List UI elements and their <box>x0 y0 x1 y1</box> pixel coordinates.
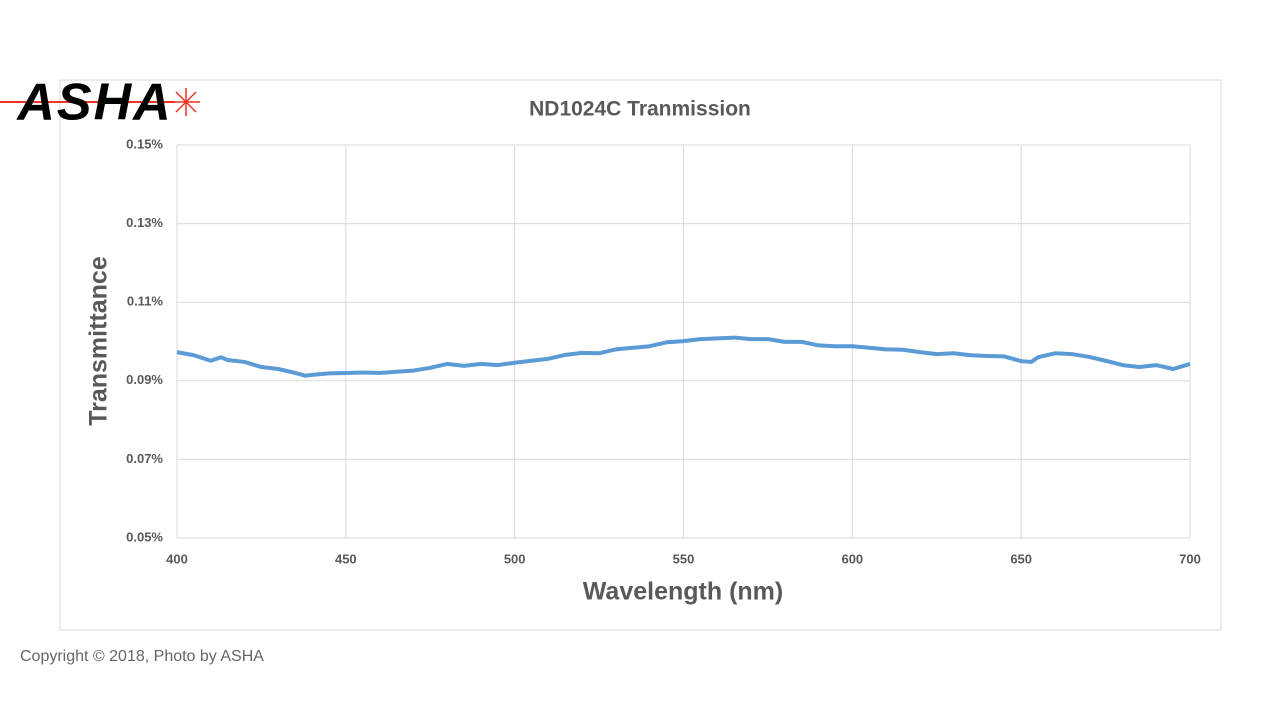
logo-graphic <box>0 88 200 116</box>
y-tick-label: 0.13% <box>126 215 163 230</box>
footer: Copyright © 2018, Photo by ASHA <box>20 648 264 665</box>
y-tick-label: 0.11% <box>127 294 164 309</box>
x-tick-label: 700 <box>1179 551 1201 566</box>
y-tick-label: 0.15% <box>126 136 163 151</box>
x-tick-label: 500 <box>504 551 526 566</box>
logo: ASHA <box>15 74 172 132</box>
x-axis-label: Wavelength (nm) <box>583 578 783 606</box>
x-tick-label: 650 <box>1010 551 1032 566</box>
data-line <box>176 335 1191 378</box>
chart-title: ND1024C Tranmission <box>529 98 751 121</box>
y-tick-label: 0.07% <box>126 451 163 466</box>
y-tick-label: 0.09% <box>126 372 163 387</box>
y-axis-label: Transmittance <box>85 256 113 426</box>
x-tick-label: 550 <box>673 551 695 566</box>
x-tick-label: 450 <box>335 551 357 566</box>
x-tick-label: 400 <box>166 551 188 566</box>
x-tick-label: 600 <box>841 551 863 566</box>
y-tick-label: 0.05% <box>126 529 163 544</box>
